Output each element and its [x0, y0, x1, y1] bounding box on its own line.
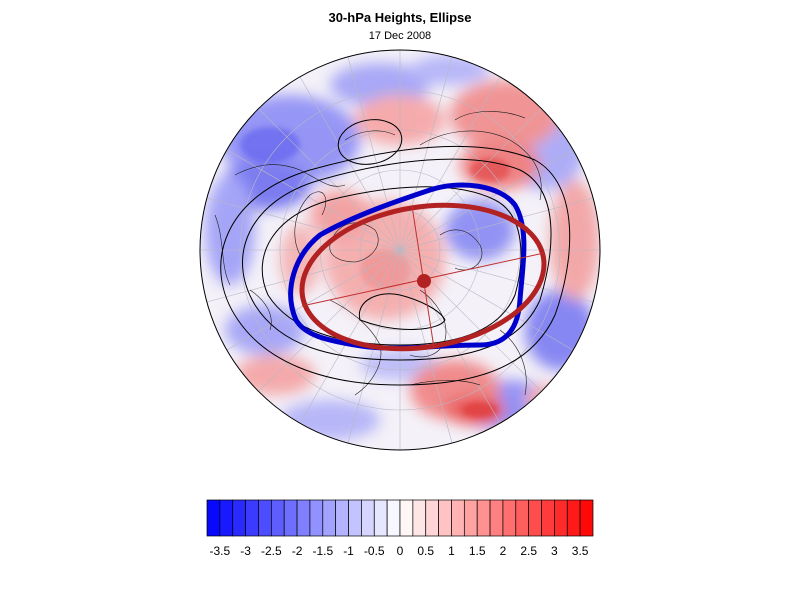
- colorbar-cell: [566, 499, 581, 537]
- colorbar-cell: [451, 499, 465, 537]
- colorbar-cell: [335, 499, 349, 537]
- colorbar-tick-label: 3: [551, 544, 558, 558]
- colorbar-tick-label: -0.5: [364, 544, 385, 558]
- colorbar-cell: [283, 499, 298, 537]
- colorbar-cell: [554, 499, 568, 537]
- colorbar-cell: [502, 499, 517, 537]
- map-date: 17 Dec 2008: [368, 30, 432, 42]
- colorbar-tick-label: 2.5: [520, 544, 537, 558]
- colorbar-cell: [258, 499, 272, 537]
- colorbar-tick-label: -3: [240, 544, 251, 558]
- colorbar-cell: [386, 499, 401, 537]
- colorbar-cell: [270, 499, 285, 537]
- colorbar-tick-label: 1.5: [469, 544, 486, 558]
- colorbar-tick-label: -2: [292, 544, 303, 558]
- colorbar-cell: [412, 499, 427, 537]
- colorbar-cell: [399, 499, 414, 537]
- colorbar-tick-label: 0: [397, 544, 404, 558]
- colorbar-cell: [515, 499, 530, 537]
- ellipse-center-dot: [417, 274, 431, 288]
- colorbar-cell: [296, 499, 311, 537]
- colorbar-cell: [245, 499, 259, 537]
- colorbar-tick-label: -1: [343, 544, 354, 558]
- colorbar-cell: [476, 499, 491, 537]
- colorbar-cell: [232, 499, 246, 537]
- colorbar-cell: [489, 499, 504, 537]
- colorbar-cell: [373, 499, 388, 537]
- colorbar-cell: [528, 499, 542, 537]
- colorbar-cell: [463, 499, 478, 537]
- colorbar-tick-label: -2.5: [261, 544, 282, 558]
- colorbar-tick-label: -1.5: [312, 544, 333, 558]
- colorbar-cell: [361, 499, 375, 537]
- anomaly-field: [200, 50, 600, 450]
- colorbar-tick-label: 3.5: [572, 544, 589, 558]
- colorbar-tick-label: 0.5: [417, 544, 434, 558]
- polar-map: [199, 49, 601, 451]
- colorbar-cell: [206, 499, 221, 537]
- colorbar-cell: [348, 499, 362, 537]
- colorbar-tick-label: 1: [448, 544, 455, 558]
- colorbar-cell: [322, 499, 337, 537]
- height-contours: [220, 119, 571, 386]
- colorbar-cell: [219, 499, 234, 537]
- colorbar-cell: [438, 499, 452, 537]
- map-title: 30-hPa Heights, Ellipse: [328, 10, 472, 25]
- colorbar-tick-label: -3.5: [210, 544, 231, 558]
- colorbar-cell: [425, 499, 439, 537]
- colorbar-cell: [579, 499, 594, 537]
- colorbar-cell: [541, 499, 555, 537]
- map-boundary: [199, 49, 601, 451]
- colorbar-tick-label: 2: [500, 544, 507, 558]
- colorbar-cell: [309, 499, 324, 537]
